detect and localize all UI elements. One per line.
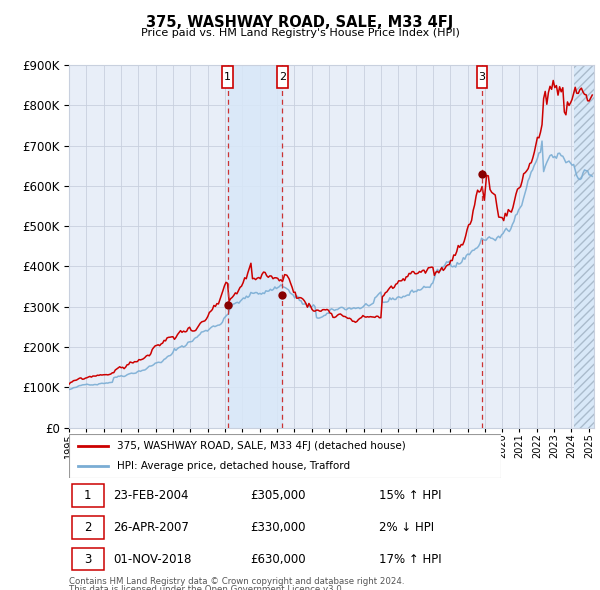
FancyBboxPatch shape: [71, 548, 104, 571]
Text: £305,000: £305,000: [250, 490, 305, 503]
Text: 3: 3: [84, 552, 92, 565]
FancyBboxPatch shape: [71, 516, 104, 539]
Text: 15% ↑ HPI: 15% ↑ HPI: [379, 490, 441, 503]
Bar: [227, 65, 283, 428]
Text: 1: 1: [84, 490, 92, 503]
Text: 2% ↓ HPI: 2% ↓ HPI: [379, 521, 434, 534]
Text: 26-APR-2007: 26-APR-2007: [113, 521, 190, 534]
Text: Price paid vs. HM Land Registry's House Price Index (HPI): Price paid vs. HM Land Registry's House …: [140, 28, 460, 38]
Text: This data is licensed under the Open Government Licence v3.0.: This data is licensed under the Open Gov…: [69, 585, 344, 590]
Text: 2: 2: [279, 72, 286, 82]
Text: 1: 1: [224, 72, 231, 82]
Text: 375, WASHWAY ROAD, SALE, M33 4FJ (detached house): 375, WASHWAY ROAD, SALE, M33 4FJ (detach…: [116, 441, 405, 451]
FancyBboxPatch shape: [71, 484, 104, 507]
Bar: [223, 66, 233, 88]
FancyBboxPatch shape: [69, 434, 501, 478]
Bar: [477, 66, 487, 88]
Text: 2: 2: [84, 521, 92, 534]
Text: 01-NOV-2018: 01-NOV-2018: [113, 552, 192, 565]
Text: Contains HM Land Registry data © Crown copyright and database right 2024.: Contains HM Land Registry data © Crown c…: [69, 577, 404, 586]
Text: HPI: Average price, detached house, Trafford: HPI: Average price, detached house, Traf…: [116, 461, 350, 471]
Text: 3: 3: [479, 72, 485, 82]
Bar: [574, 65, 594, 428]
Bar: [277, 66, 287, 88]
Text: 375, WASHWAY ROAD, SALE, M33 4FJ: 375, WASHWAY ROAD, SALE, M33 4FJ: [146, 15, 454, 30]
Text: 23-FEB-2004: 23-FEB-2004: [113, 490, 189, 503]
Text: 17% ↑ HPI: 17% ↑ HPI: [379, 552, 442, 565]
Text: £630,000: £630,000: [250, 552, 306, 565]
Text: £330,000: £330,000: [250, 521, 305, 534]
